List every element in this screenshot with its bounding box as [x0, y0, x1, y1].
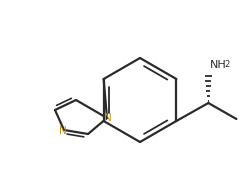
Text: 2: 2	[224, 60, 230, 69]
Text: N: N	[59, 126, 67, 136]
Text: NH: NH	[210, 60, 227, 70]
Text: N: N	[104, 113, 112, 123]
